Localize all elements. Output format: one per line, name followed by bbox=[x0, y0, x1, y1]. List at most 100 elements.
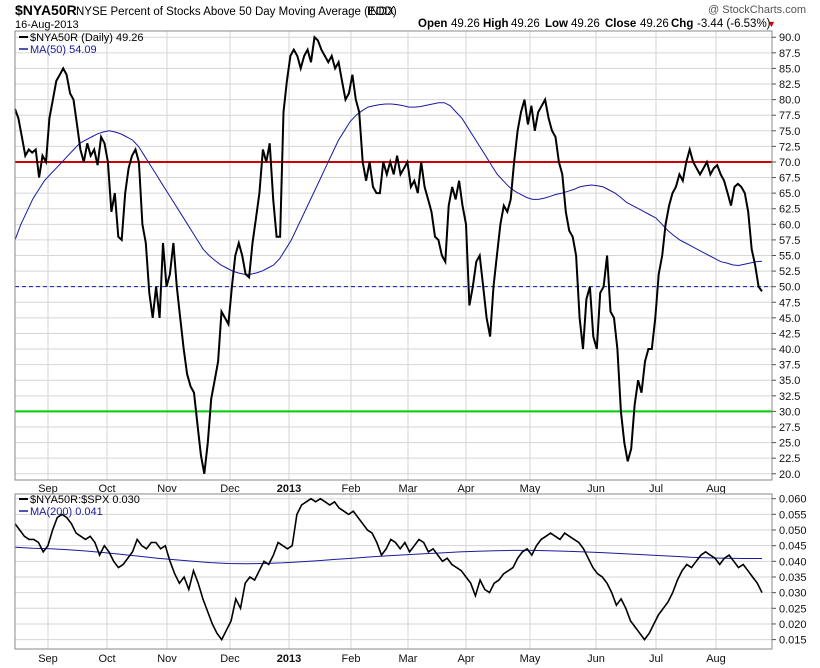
ytick-label: 35.0 bbox=[779, 375, 800, 387]
xtick-label: Jul bbox=[649, 653, 663, 665]
ytick-label: 0.015 bbox=[779, 635, 807, 647]
lower-yticks: 0.015 0.020 0.025 0.030 0.035 0.040 0.045 0.050… bbox=[772, 494, 807, 647]
ytick-label: 52.5 bbox=[779, 266, 800, 278]
xtick-label: Jun bbox=[587, 483, 605, 495]
legend-entry: $NYA50R:$SPX 0.030 bbox=[30, 494, 140, 506]
xtick-label: Mar bbox=[399, 653, 418, 665]
low-label: Low bbox=[545, 18, 568, 30]
ytick-label: 42.5 bbox=[779, 328, 800, 340]
xtick-label: Dec bbox=[220, 653, 240, 665]
ytick-label: 65.0 bbox=[779, 188, 800, 200]
xtick-label: Dec bbox=[220, 483, 240, 495]
xtick-label: Mar bbox=[399, 483, 418, 495]
ytick-label: 27.5 bbox=[779, 422, 800, 434]
xtick-label: Nov bbox=[157, 483, 177, 495]
chg-value: -3.44 (-6.53%) bbox=[697, 18, 771, 30]
ytick-label: 87.5 bbox=[779, 48, 800, 60]
lower-panel: 0.015 0.020 0.025 0.030 0.035 0.040 0.045 0.050… bbox=[14, 493, 807, 650]
ytick-label: 0.030 bbox=[779, 588, 807, 600]
low-value: 49.26 bbox=[571, 18, 600, 30]
xtick-label: May bbox=[520, 483, 541, 495]
ytick-label: 22.5 bbox=[779, 453, 800, 465]
ytick-label: 0.055 bbox=[779, 509, 807, 521]
ytick-label: 32.5 bbox=[779, 391, 800, 403]
upper-panel: 20.0 22.5 25.0 27.5 30.0 32.5 35.0 37.5 40.0 42.5… bbox=[14, 30, 800, 481]
ytick-label: 77.5 bbox=[779, 110, 800, 122]
upper-hlines bbox=[15, 160, 772, 413]
xtick-label: Oct bbox=[98, 483, 115, 495]
ytick-label: 0.060 bbox=[779, 494, 807, 506]
xtick-label: Jun bbox=[587, 653, 605, 665]
xtick-label: Apr bbox=[457, 653, 474, 665]
legend-entry: MA(200) 0.041 bbox=[30, 506, 103, 518]
lower-xaxis: Sep Oct Nov Dec 2013 Feb Mar Apr May Jun Jul Aug bbox=[38, 653, 726, 665]
ytick-label: 45.0 bbox=[779, 313, 800, 325]
ytick-label: 62.5 bbox=[779, 204, 800, 216]
chg-down-icon: ▼ bbox=[767, 19, 776, 29]
chart-symbol: $NYA50R bbox=[15, 2, 77, 18]
ma200-line bbox=[14, 546, 762, 565]
lower-grid bbox=[15, 494, 772, 649]
xtick-label: 2013 bbox=[277, 483, 301, 495]
ytick-label: 0.045 bbox=[779, 541, 807, 553]
open-value: 49.26 bbox=[451, 18, 480, 30]
xtick-label: Jul bbox=[649, 483, 663, 495]
upper-grid bbox=[15, 31, 772, 480]
xtick-label: Nov bbox=[157, 653, 177, 665]
ytick-label: 57.5 bbox=[779, 235, 800, 247]
xtick-label: Sep bbox=[38, 653, 58, 665]
ytick-label: 55.0 bbox=[779, 251, 800, 263]
ytick-label: 70.0 bbox=[779, 157, 800, 169]
ytick-label: 25.0 bbox=[779, 438, 800, 450]
legend-entry: $NYA50R (Daily) 49.26 bbox=[30, 32, 144, 44]
ytick-label: 50.0 bbox=[779, 282, 800, 294]
upper-yticks: 20.0 22.5 25.0 27.5 30.0 32.5 35.0 37.5 40.0 42.5… bbox=[772, 32, 800, 481]
ytick-label: 0.035 bbox=[779, 572, 807, 584]
ytick-label: 85.0 bbox=[779, 63, 800, 75]
xtick-label: Oct bbox=[98, 653, 115, 665]
ohlc-readout: Open 49.26 High 49.26 Low 49.26 Close 49… bbox=[418, 18, 776, 30]
chg-label: Chg bbox=[671, 18, 693, 30]
lower-plot-frame bbox=[14, 493, 773, 650]
ytick-label: 67.5 bbox=[779, 173, 800, 185]
ytick-label: 0.025 bbox=[779, 603, 807, 615]
ytick-label: 0.040 bbox=[779, 556, 807, 568]
ytick-label: 0.020 bbox=[779, 619, 807, 631]
xtick-label: Feb bbox=[342, 483, 361, 495]
high-value: 49.26 bbox=[511, 18, 540, 30]
chart-date: 16-Aug-2013 bbox=[15, 19, 79, 31]
ytick-label: 37.5 bbox=[779, 360, 800, 372]
ytick-label: 60.0 bbox=[779, 219, 800, 231]
upper-xaxis: Sep Oct Nov Dec 2013 Feb Mar Apr May Jun Jul Aug bbox=[38, 483, 726, 495]
xtick-label: Feb bbox=[342, 653, 361, 665]
ytick-label: 75.0 bbox=[779, 126, 800, 138]
ytick-label: 80.0 bbox=[779, 95, 800, 107]
ytick-label: 72.5 bbox=[779, 141, 800, 153]
high-label: High bbox=[483, 18, 509, 30]
legend-entry: MA(50) 54.09 bbox=[30, 44, 97, 56]
price-line bbox=[14, 35, 763, 474]
xtick-label: May bbox=[520, 653, 541, 665]
ytick-label: 30.0 bbox=[779, 406, 800, 418]
close-label: Close bbox=[605, 18, 636, 30]
xtick-label: 2013 bbox=[277, 653, 301, 665]
ma50-line bbox=[14, 102, 763, 275]
close-value: 49.26 bbox=[640, 18, 669, 30]
xtick-label: Sep bbox=[38, 483, 58, 495]
ytick-label: 82.5 bbox=[779, 79, 800, 91]
open-label: Open bbox=[418, 18, 447, 30]
ytick-label: 47.5 bbox=[779, 297, 800, 309]
ytick-label: 20.0 bbox=[779, 469, 800, 481]
chart-description: NYSE Percent of Stocks Above 50 Day Movi… bbox=[76, 6, 397, 18]
ytick-label: 40.0 bbox=[779, 344, 800, 356]
ratio-line bbox=[14, 497, 763, 642]
chart-exchange: INDX bbox=[367, 6, 395, 18]
ytick-label: 0.050 bbox=[779, 525, 807, 537]
xtick-label: Aug bbox=[706, 653, 726, 665]
xtick-label: Apr bbox=[457, 483, 474, 495]
ytick-label: 90.0 bbox=[779, 32, 800, 44]
chart-attribution: @ StockCharts.com bbox=[708, 4, 806, 16]
